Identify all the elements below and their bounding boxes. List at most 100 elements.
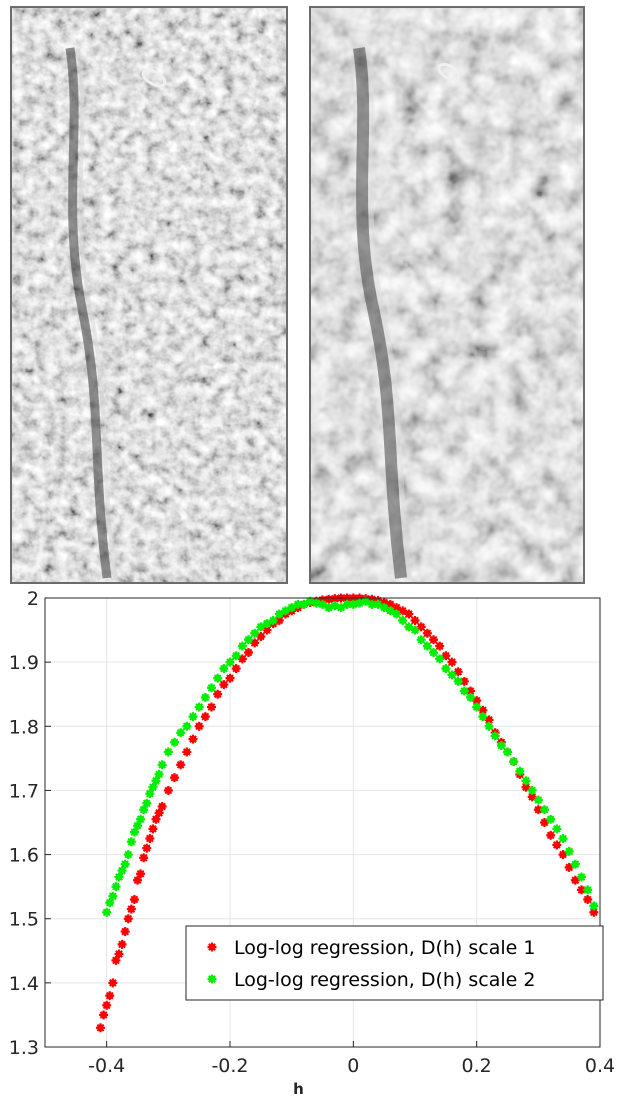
series-2-point xyxy=(157,760,167,770)
series-2-point xyxy=(441,664,451,674)
series-2-point xyxy=(342,599,352,609)
series-1-point xyxy=(231,664,241,674)
series-2-point xyxy=(114,872,124,882)
series-1-point xyxy=(237,654,247,664)
x-axis-label: h xyxy=(293,1080,304,1098)
series-2-point xyxy=(490,731,500,741)
series-2-point xyxy=(392,609,401,619)
series-1-point xyxy=(429,635,438,645)
series-1-point xyxy=(570,875,580,885)
series-2-point xyxy=(527,785,537,795)
series-1-point xyxy=(250,638,260,648)
series-1-point xyxy=(188,734,198,744)
series-1-point xyxy=(540,818,549,827)
right-texture-canvas xyxy=(311,8,583,582)
series-1-point xyxy=(111,955,121,965)
series-1-point xyxy=(225,673,235,683)
series-2-point xyxy=(533,795,543,805)
series-1-point xyxy=(435,641,445,651)
legend-label-series-1: Log-log regression, D(h) scale 1 xyxy=(234,937,535,959)
series-2-point xyxy=(213,673,223,683)
series-1-point xyxy=(262,625,272,635)
series-2-point xyxy=(521,776,531,786)
dh-scatter-chart: -0.4 -0.2 0 0.2 0.41.31.41.51.61.71.81.92 h … xyxy=(9,588,615,1098)
x-tick-label: 0.4 xyxy=(585,1055,615,1077)
series-2-point xyxy=(237,641,247,651)
series-2-point xyxy=(176,728,186,738)
left-texture-image xyxy=(10,6,288,584)
series-2-point xyxy=(336,603,346,613)
legend-box xyxy=(185,925,604,1001)
series-1-point xyxy=(213,689,223,699)
y-tick-label: 1.6 xyxy=(9,845,39,867)
chart-points xyxy=(96,593,599,1033)
series-2-point xyxy=(416,635,426,645)
series-2-point xyxy=(188,712,198,722)
series-2-point xyxy=(139,805,149,815)
series-1-point xyxy=(163,785,173,795)
series-2-point xyxy=(577,872,586,882)
series-1-point xyxy=(176,760,186,770)
series-1-point xyxy=(244,648,253,658)
series-2-point xyxy=(154,769,164,779)
series-2-point xyxy=(453,676,463,686)
series-2-point xyxy=(484,721,494,731)
series-1-point xyxy=(441,651,451,661)
series-2-point xyxy=(435,654,445,664)
series-2-point xyxy=(429,648,438,658)
series-1-point xyxy=(145,834,155,844)
series-1-point xyxy=(136,869,146,879)
series-2-point xyxy=(194,702,204,712)
series-2-point xyxy=(466,692,475,702)
series-1-point xyxy=(200,712,210,722)
series-2-point xyxy=(225,657,235,667)
series-1-point xyxy=(459,676,469,686)
series-1-point xyxy=(422,628,432,638)
series-1-point xyxy=(552,840,562,850)
y-tick-label: 1.3 xyxy=(9,1037,39,1059)
series-1-point xyxy=(139,853,149,863)
series-1-point xyxy=(219,680,229,690)
y-tick-label: 1.5 xyxy=(9,909,39,931)
series-2-point xyxy=(558,834,568,844)
legend-marker-series-1 xyxy=(207,942,217,952)
series-2-point xyxy=(422,641,432,651)
series-1-point xyxy=(533,805,543,815)
chart-legend: Log-log regression, D(h) scale 1 Log-log… xyxy=(185,925,604,1001)
series-2-point xyxy=(299,599,309,609)
series-1-point xyxy=(478,705,488,715)
chart-tick-labels: -0.4 -0.2 0 0.2 0.4 1.3 1.4 1.5 1.6 1.7 1.8 1.9 2 xyxy=(9,588,615,1077)
series-2-point xyxy=(367,599,377,609)
series-2-point xyxy=(496,741,506,751)
series-1-point xyxy=(99,1010,109,1020)
series-2-point xyxy=(274,609,284,619)
left-texture-canvas xyxy=(12,8,286,582)
series-2-point xyxy=(589,901,599,911)
series-2-point xyxy=(583,885,593,895)
series-2-point xyxy=(262,619,272,629)
series-1-point xyxy=(453,667,463,677)
series-2-point xyxy=(373,599,383,609)
series-2-point xyxy=(281,606,290,616)
series-2-point xyxy=(250,628,260,638)
series-2-point xyxy=(540,805,549,815)
series-2-point xyxy=(447,670,457,680)
series-1-point xyxy=(404,609,414,619)
series-1-point xyxy=(416,622,426,632)
series-1-point xyxy=(256,631,266,641)
y-tick-label: 1.8 xyxy=(9,716,39,738)
series-1-point xyxy=(392,603,401,613)
series-2-point xyxy=(256,622,266,632)
series-2-point xyxy=(404,622,414,632)
right-texture-image xyxy=(309,6,585,584)
series-2-point xyxy=(163,747,173,757)
series-1-point xyxy=(410,615,420,625)
series-1-point xyxy=(117,939,127,949)
series-1-point xyxy=(114,949,124,959)
series-1-point xyxy=(564,862,574,872)
legend-marker-dot-2 xyxy=(207,974,217,984)
series-2-point xyxy=(459,686,469,696)
x-tick-label: 0.2 xyxy=(462,1055,492,1077)
series-2-point xyxy=(305,596,315,606)
legend-label-series-2: Log-log regression, D(h) scale 2 xyxy=(234,969,535,991)
